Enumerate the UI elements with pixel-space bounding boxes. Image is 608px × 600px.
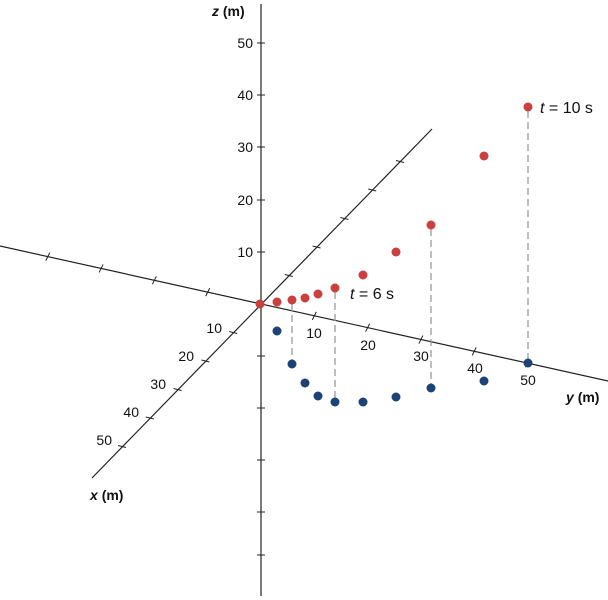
projection-point: [287, 359, 297, 369]
trajectory-point: [358, 270, 368, 280]
projection-point: [523, 358, 533, 368]
trajectory-point: [287, 295, 297, 305]
projection-point: [358, 397, 368, 407]
trajectory-point: [426, 220, 436, 230]
z-tick-label: 40: [237, 87, 253, 103]
x-tick-label: 10: [206, 320, 222, 336]
y-tick: [98, 264, 104, 273]
x-tick: [173, 388, 182, 391]
y-tick-label: 40: [467, 360, 483, 376]
y-tick-label: 50: [520, 372, 536, 388]
x-tick: [117, 445, 127, 448]
trajectory-point: [300, 293, 310, 303]
projection-point: [272, 326, 282, 336]
z-tick-label: 10: [237, 244, 253, 260]
trajectory-point: [255, 299, 265, 309]
x-tick: [145, 416, 154, 420]
x-tick: [395, 160, 405, 163]
y-tick-label: 30: [413, 348, 429, 364]
x-tick: [368, 188, 377, 192]
x-tick-label: 30: [150, 376, 166, 392]
trajectory-point: [479, 151, 489, 161]
trajectory-point: [272, 297, 282, 307]
y-tick: [471, 347, 477, 356]
x-tick: [284, 274, 293, 277]
z-tick-label: 50: [237, 35, 253, 51]
projection-point: [391, 392, 401, 402]
y-tick-label: 20: [360, 337, 376, 353]
y-tick: [205, 287, 211, 297]
projection-point: [313, 391, 323, 401]
x-tick-label: 20: [178, 348, 194, 364]
z-axis-label: z (m): [211, 3, 245, 19]
trajectory-point: [391, 247, 401, 257]
y-tick: [418, 335, 424, 344]
projection-point: [426, 383, 436, 393]
annotation-t10: t = 10 s: [540, 100, 593, 117]
x-tick: [229, 331, 238, 334]
projection-point: [330, 397, 340, 407]
trajectory-point: [313, 289, 323, 299]
y-axis: [0, 245, 608, 382]
y-tick: [45, 252, 51, 261]
x-tick-label: 40: [123, 404, 139, 420]
projection-point: [479, 376, 489, 386]
x-tick-label: 50: [96, 432, 112, 448]
z-tick-label: 20: [237, 192, 253, 208]
trajectory-point: [523, 102, 533, 112]
y-tick-label: 10: [306, 325, 322, 341]
y-axis-label: y (m): [565, 389, 599, 405]
x-tick: [312, 245, 321, 249]
x-tick: [340, 217, 349, 220]
x-axis-label: x (m): [89, 487, 123, 503]
y-tick: [311, 311, 317, 321]
trajectory-point: [330, 283, 340, 293]
z-tick-label: 30: [237, 139, 253, 155]
projection-point: [300, 378, 310, 388]
annotation-t6: t = 6 s: [350, 286, 394, 303]
x-tick: [201, 359, 210, 363]
y-tick: [365, 323, 371, 332]
y-tick: [151, 276, 157, 285]
